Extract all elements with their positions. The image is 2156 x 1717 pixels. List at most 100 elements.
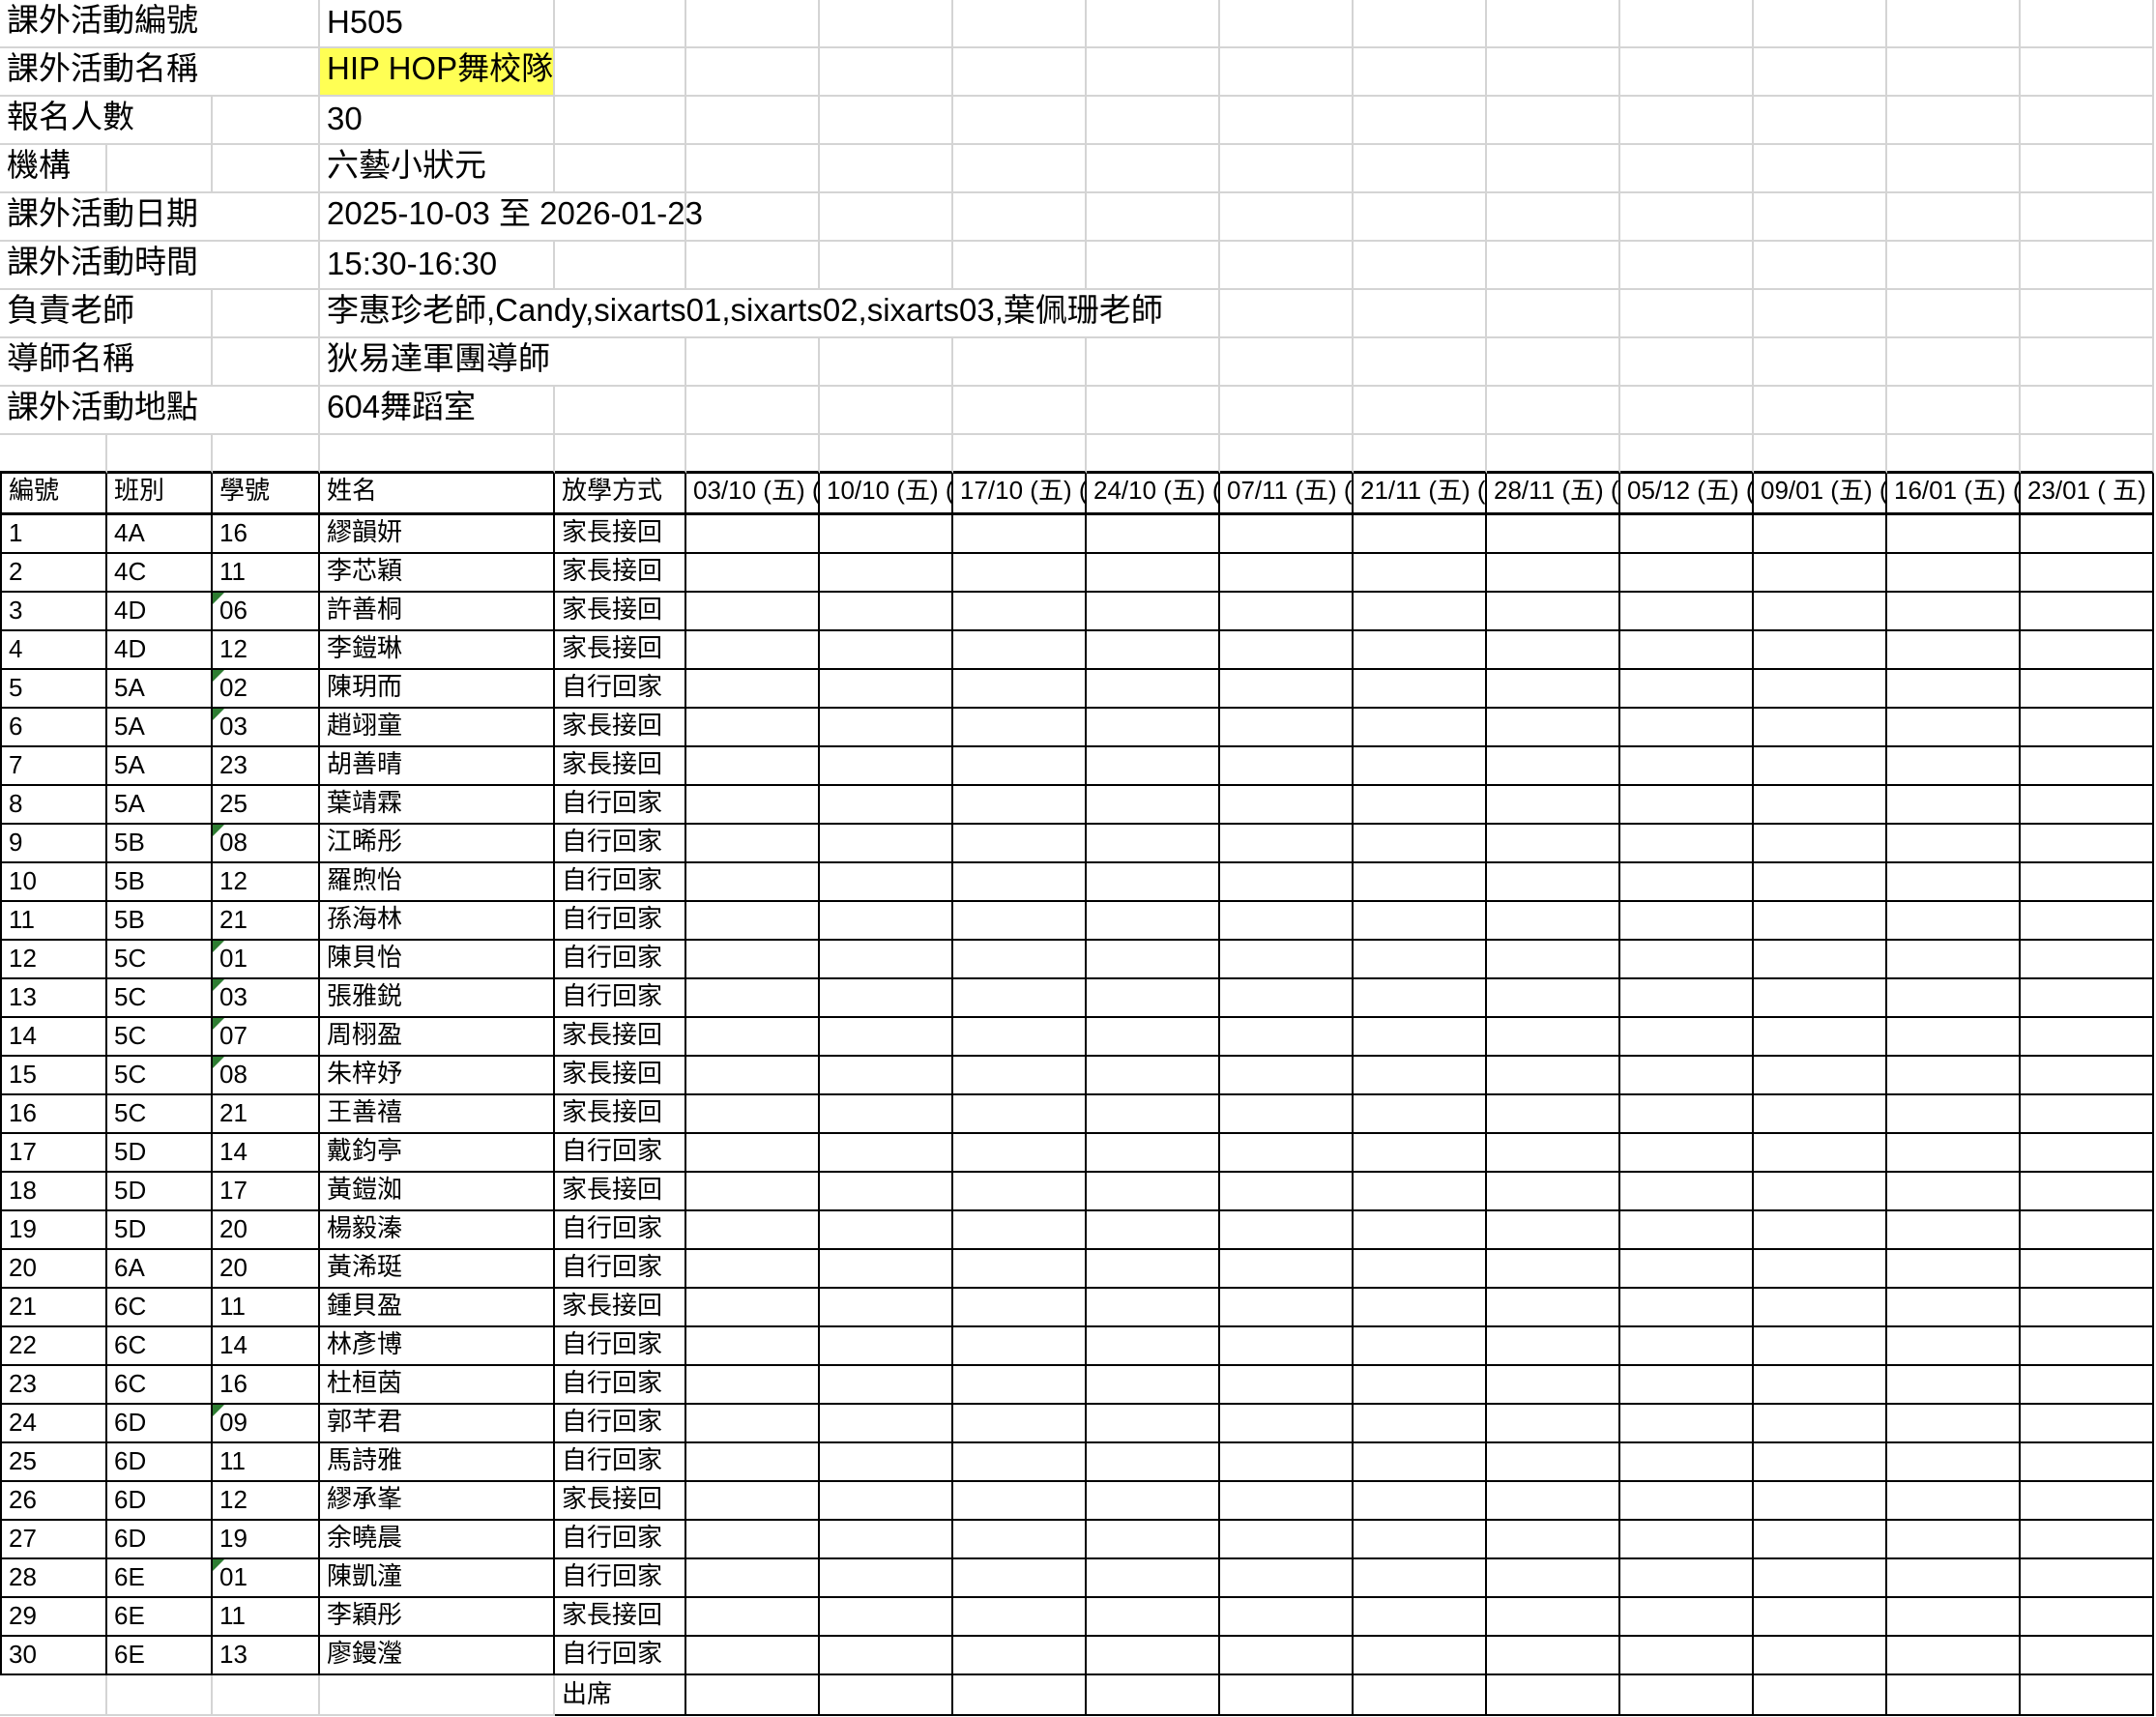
cell[interactable] — [1620, 290, 1754, 338]
attendance-cell[interactable] — [1620, 554, 1754, 593]
attendance-cell[interactable] — [1487, 1057, 1620, 1095]
cell[interactable] — [686, 97, 820, 145]
student-id[interactable]: 03 — [213, 709, 320, 747]
attendance-cell[interactable] — [953, 941, 1087, 979]
attendance-cell[interactable] — [820, 1018, 953, 1057]
cell[interactable] — [820, 0, 953, 48]
attendance-cell[interactable] — [1220, 1443, 1354, 1482]
attendance-cell[interactable] — [1754, 786, 1887, 825]
attendance-cell[interactable] — [1754, 1405, 1887, 1443]
cell[interactable] — [953, 435, 1087, 474]
student-id[interactable]: 06 — [213, 593, 320, 631]
student-class[interactable]: 5B — [107, 863, 213, 902]
student-class[interactable]: 6C — [107, 1366, 213, 1405]
attendance-cell[interactable] — [1087, 1637, 1220, 1675]
attendance-cell[interactable] — [1620, 1250, 1754, 1289]
attendance-cell[interactable] — [1887, 1134, 2021, 1173]
cell[interactable] — [1487, 48, 1620, 97]
attendance-total-cell[interactable] — [1754, 1675, 1887, 1716]
attendance-cell[interactable] — [953, 631, 1087, 670]
cell[interactable] — [2021, 0, 2154, 48]
attendance-cell[interactable] — [1887, 786, 2021, 825]
cell[interactable] — [1487, 242, 1620, 290]
cell[interactable] — [820, 387, 953, 435]
attendance-cell[interactable] — [686, 1018, 820, 1057]
cell[interactable] — [2021, 193, 2154, 242]
attendance-cell[interactable] — [1754, 1018, 1887, 1057]
attendance-cell[interactable] — [686, 941, 820, 979]
student-class[interactable]: 5A — [107, 709, 213, 747]
student-name[interactable]: 胡善晴 — [320, 747, 555, 786]
attendance-cell[interactable] — [1754, 1250, 1887, 1289]
dismissal-method[interactable]: 自行回家 — [555, 902, 686, 941]
attendance-cell[interactable] — [1887, 1018, 2021, 1057]
attendance-cell[interactable] — [1087, 1482, 1220, 1521]
cell[interactable] — [953, 242, 1087, 290]
attendance-cell[interactable] — [2021, 1289, 2154, 1327]
cell[interactable] — [820, 193, 953, 242]
student-class[interactable]: 6C — [107, 1327, 213, 1366]
attendance-cell[interactable] — [820, 593, 953, 631]
student-id[interactable]: 11 — [213, 1289, 320, 1327]
info-label[interactable]: 課外活動地點 — [0, 387, 320, 435]
attendance-cell[interactable] — [1887, 631, 2021, 670]
attendance-total-cell[interactable] — [953, 1675, 1087, 1716]
cell[interactable] — [1620, 0, 1754, 48]
attendance-cell[interactable] — [1087, 709, 1220, 747]
cell[interactable] — [555, 242, 686, 290]
student-name[interactable]: 戴鈞亭 — [320, 1134, 555, 1173]
attendance-cell[interactable] — [1354, 747, 1487, 786]
cell[interactable] — [2021, 48, 2154, 97]
attendance-cell[interactable] — [1487, 747, 1620, 786]
student-number[interactable]: 14 — [0, 1018, 107, 1057]
student-class[interactable]: 5C — [107, 979, 213, 1018]
cell[interactable] — [555, 387, 686, 435]
cell[interactable] — [1620, 338, 1754, 387]
attendance-cell[interactable] — [953, 1598, 1087, 1637]
dismissal-method[interactable]: 自行回家 — [555, 1327, 686, 1366]
cell[interactable] — [686, 338, 820, 387]
attendance-cell[interactable] — [953, 979, 1087, 1018]
attendance-cell[interactable] — [1887, 554, 2021, 593]
attendance-cell[interactable] — [1620, 1443, 1754, 1482]
attendance-cell[interactable] — [1087, 1598, 1220, 1637]
attendance-cell[interactable] — [1620, 1366, 1754, 1405]
attendance-cell[interactable] — [820, 1366, 953, 1405]
cell[interactable] — [820, 338, 953, 387]
cell[interactable] — [1887, 290, 2021, 338]
student-id[interactable]: 12 — [213, 631, 320, 670]
cell[interactable] — [1354, 97, 1487, 145]
attendance-cell[interactable] — [2021, 515, 2154, 554]
cell[interactable] — [1354, 48, 1487, 97]
cell[interactable] — [1754, 387, 1887, 435]
attendance-cell[interactable] — [1354, 1057, 1487, 1095]
attendance-cell[interactable] — [1887, 1173, 2021, 1211]
cell[interactable] — [555, 48, 686, 97]
cell[interactable] — [213, 435, 320, 474]
attendance-total-cell[interactable] — [1354, 1675, 1487, 1716]
student-id[interactable]: 21 — [213, 902, 320, 941]
attendance-cell[interactable] — [1220, 979, 1354, 1018]
cell[interactable] — [213, 145, 320, 193]
attendance-cell[interactable] — [2021, 1173, 2154, 1211]
attendance-cell[interactable] — [1754, 1637, 1887, 1675]
student-id[interactable]: 12 — [213, 1482, 320, 1521]
attendance-cell[interactable] — [686, 1327, 820, 1366]
attendance-cell[interactable] — [953, 1405, 1087, 1443]
attendance-cell[interactable] — [686, 1289, 820, 1327]
cell[interactable] — [1220, 387, 1354, 435]
attendance-cell[interactable] — [953, 1250, 1087, 1289]
cell[interactable] — [1087, 242, 1220, 290]
student-number[interactable]: 2 — [0, 554, 107, 593]
attendance-cell[interactable] — [820, 515, 953, 554]
student-number[interactable]: 22 — [0, 1327, 107, 1366]
attendance-cell[interactable] — [1354, 863, 1487, 902]
attendance-cell[interactable] — [953, 1482, 1087, 1521]
attendance-cell[interactable] — [953, 1559, 1087, 1598]
attendance-cell[interactable] — [2021, 1559, 2154, 1598]
student-number[interactable]: 11 — [0, 902, 107, 941]
attendance-cell[interactable] — [1220, 554, 1354, 593]
attendance-cell[interactable] — [1487, 1134, 1620, 1173]
cell[interactable] — [686, 435, 820, 474]
attendance-cell[interactable] — [820, 979, 953, 1018]
